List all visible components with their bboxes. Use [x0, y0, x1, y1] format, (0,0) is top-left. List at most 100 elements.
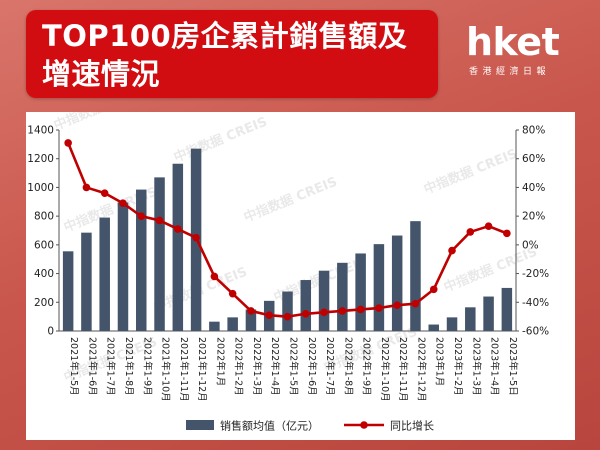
bar-2022年1-8月 — [337, 262, 348, 331]
x-tick-label: 2022年1-3月 — [251, 337, 263, 396]
yoy-point-2022年1-10月 — [375, 304, 383, 312]
yoy-point-2022年1-7月 — [320, 308, 328, 317]
right-tick-label: 80% — [522, 125, 545, 137]
yoy-point-2022年1-4月 — [265, 311, 274, 320]
watermark-text: 中指数据 CREIS — [52, 112, 150, 134]
x-tick-label: 2022年1月 — [214, 337, 226, 386]
x-tick-label: 2023年1-3月 — [470, 337, 482, 396]
x-tick-label: 2022年1-2月 — [233, 337, 245, 396]
bar-2023年1月 — [428, 324, 439, 331]
yoy-point-2022年1-2月 — [228, 289, 237, 298]
bar-2023年1-4月 — [483, 296, 494, 331]
yoy-point-2021年1-10月 — [155, 216, 164, 225]
left-tick-label: 600 — [34, 239, 54, 251]
yoy-point-2022年1-8月 — [338, 307, 347, 315]
x-tick-label: 2022年1-6月 — [306, 337, 318, 396]
right-tick-label: -40% — [522, 297, 549, 309]
bar-2021年1-8月 — [117, 202, 129, 331]
x-tick-label: 2021年1-12月 — [196, 337, 208, 402]
yoy-point-2021年1-9月 — [137, 212, 146, 220]
bar-2023年1-2月 — [446, 317, 458, 331]
watermark-text: 中指数据 CREIS — [422, 146, 520, 198]
x-tick-label: 2021年1-11月 — [178, 337, 190, 402]
hket-logo: hket 香港經濟日報 — [466, 22, 578, 84]
bar-2022年1-10月 — [373, 244, 385, 331]
watermark-text: 中指数据 CREIS — [172, 114, 270, 166]
bar-2021年1-5月 — [62, 251, 74, 331]
left-tick-label: 1000 — [27, 182, 54, 194]
yoy-point-2021年1-5月 — [64, 139, 72, 147]
x-tick-label: 2023年1-5日 — [507, 337, 519, 396]
bar-2022年1-5月 — [282, 291, 293, 331]
x-tick-label: 2022年1-12月 — [415, 337, 427, 402]
yoy-point-2021年1-12月 — [192, 233, 200, 242]
legend-swatch-bars — [186, 420, 214, 430]
yoy-point-2021年1-6月 — [82, 183, 91, 192]
legend-swatch-point — [360, 421, 368, 429]
bar-2023年1-3月 — [465, 307, 476, 331]
yoy-point-2021年1-8月 — [119, 199, 127, 208]
right-tick-label: -20% — [522, 268, 549, 280]
logo-wordmark: hket — [466, 20, 560, 64]
combo-chart: 中指数据 CREIS 中指数据 CREIS 中指数据 CREIS 中指数据 CREIS… — [27, 112, 549, 433]
x-tick-label: 2022年1-8月 — [342, 337, 354, 396]
left-tick-label: 1400 — [27, 125, 54, 137]
legend-label-bars: 销售额均值（亿元） — [220, 419, 319, 433]
left-tick-label: 800 — [34, 211, 54, 223]
x-tick-label: 2021年1-10月 — [160, 337, 172, 402]
x-tick-label: 2021年1-5月 — [68, 337, 80, 396]
x-tick-label: 2021年1-7月 — [105, 337, 117, 396]
x-tick-label: 2023年1-4月 — [489, 337, 501, 396]
yoy-point-2022年1-5月 — [283, 312, 292, 321]
yoy-point-2022年1-11月 — [393, 301, 401, 309]
watermark-text: 中指数据 CREIS — [242, 174, 340, 226]
yoy-point-2023年1月 — [429, 285, 438, 294]
yoy-point-2022年1月 — [210, 272, 219, 281]
bar-2022年1-12月 — [410, 221, 421, 331]
x-tick-label: 2021年1-9月 — [141, 337, 153, 396]
bar-2022年1-11月 — [391, 235, 403, 331]
yoy-point-2021年1-11月 — [174, 225, 182, 233]
x-tick-label: 2022年1-4月 — [269, 337, 281, 396]
bar-2022年1月 — [209, 321, 220, 331]
x-tick-label: 2021年1-6月 — [86, 337, 98, 396]
right-tick-label: 40% — [522, 182, 545, 194]
bar-2021年1-11月 — [172, 163, 184, 331]
bar-2022年1-2月 — [227, 317, 238, 331]
left-tick-label: 400 — [34, 268, 54, 280]
left-tick-label: 1200 — [27, 153, 54, 165]
bar-2022年1-7月 — [318, 270, 330, 331]
left-tick-label: 200 — [34, 297, 54, 309]
x-tick-label: 2022年1-5月 — [288, 337, 300, 396]
left-tick-label: 0 — [47, 326, 54, 338]
right-tick-label: 0% — [522, 239, 539, 251]
yoy-point-2023年1-4月 — [484, 222, 493, 230]
yoy-point-2023年1-2月 — [448, 246, 456, 255]
page-title: TOP100房企累計銷售額及 增速情況 — [42, 19, 408, 91]
yoy-point-2022年1-6月 — [301, 309, 310, 318]
yoy-point-2023年1-5日 — [503, 229, 511, 238]
x-tick-label: 2022年1-10月 — [379, 337, 391, 402]
x-tick-label: 2023年1月 — [434, 337, 446, 386]
x-tick-label: 2022年1-7月 — [324, 337, 336, 396]
x-tick-label: 2022年1-11月 — [397, 337, 409, 402]
x-tick-label: 2022年1-9月 — [361, 337, 373, 396]
x-tick-label: 2021年1-8月 — [123, 337, 135, 396]
bar-2021年1-6月 — [81, 232, 92, 331]
yoy-point-2022年1-9月 — [356, 305, 365, 314]
bar-2022年1-6月 — [300, 280, 312, 331]
bar-2021年1-9月 — [136, 189, 147, 331]
right-tick-label: -60% — [522, 326, 549, 338]
yoy-point-2021年1-7月 — [100, 189, 109, 197]
bar-2021年1-7月 — [99, 217, 110, 331]
bar-2022年1-9月 — [355, 253, 366, 331]
chart-card: 中指数据 CREIS 中指数据 CREIS 中指数据 CREIS 中指数据 CREIS… — [26, 112, 575, 440]
x-tick-label: 2023年1-2月 — [452, 337, 464, 396]
legend-label-line: 同比增长 — [390, 419, 434, 433]
title-banner: TOP100房企累計銷售額及 增速情況 — [26, 10, 438, 98]
logo-subtitle: 香港經濟日報 — [469, 67, 551, 77]
right-tick-label: 20% — [522, 211, 545, 223]
yoy-point-2023年1-3月 — [466, 228, 475, 236]
bar-2021年1-10月 — [154, 177, 165, 331]
bar-2022年1-3月 — [245, 309, 257, 331]
